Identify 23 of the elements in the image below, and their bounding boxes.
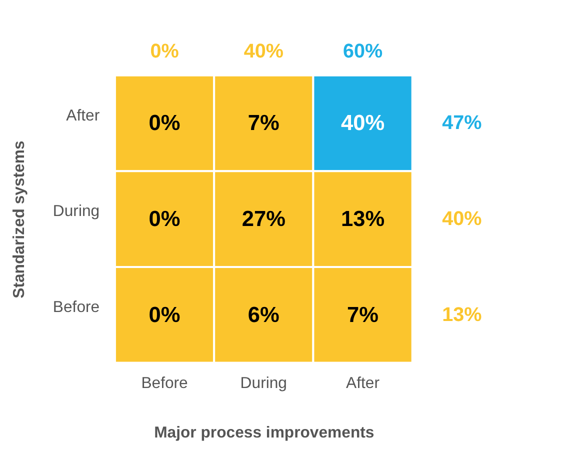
y2-tick-label: 47% bbox=[442, 112, 482, 134]
y2-tick-label: 40% bbox=[442, 208, 482, 230]
x-tick-label: During bbox=[240, 375, 287, 392]
y-tick-label: During bbox=[52, 203, 100, 220]
data-label: 27% bbox=[242, 206, 286, 231]
y2-tick-label: 13% bbox=[442, 304, 482, 326]
y-tick-label: After bbox=[66, 107, 100, 124]
data-label: 7% bbox=[347, 302, 379, 327]
data-label: 6% bbox=[248, 302, 280, 327]
x-tick-label: After bbox=[346, 375, 380, 392]
x-tick-label: Before bbox=[141, 375, 188, 392]
data-label: 0% bbox=[148, 206, 180, 231]
text: 0% bbox=[150, 40, 180, 62]
y-axis-title: Standarized systems bbox=[11, 140, 28, 298]
data-label: 40% bbox=[340, 110, 385, 136]
data-label: 0% bbox=[148, 110, 180, 136]
y-tick-label: Before bbox=[52, 298, 100, 316]
data-label: 7% bbox=[248, 110, 280, 136]
text: 60% bbox=[342, 40, 383, 62]
data-label: 0% bbox=[148, 302, 180, 327]
x-axis-title: Major process improvements bbox=[154, 424, 374, 442]
text: 40% bbox=[244, 40, 284, 62]
data-label: 13% bbox=[340, 206, 385, 231]
